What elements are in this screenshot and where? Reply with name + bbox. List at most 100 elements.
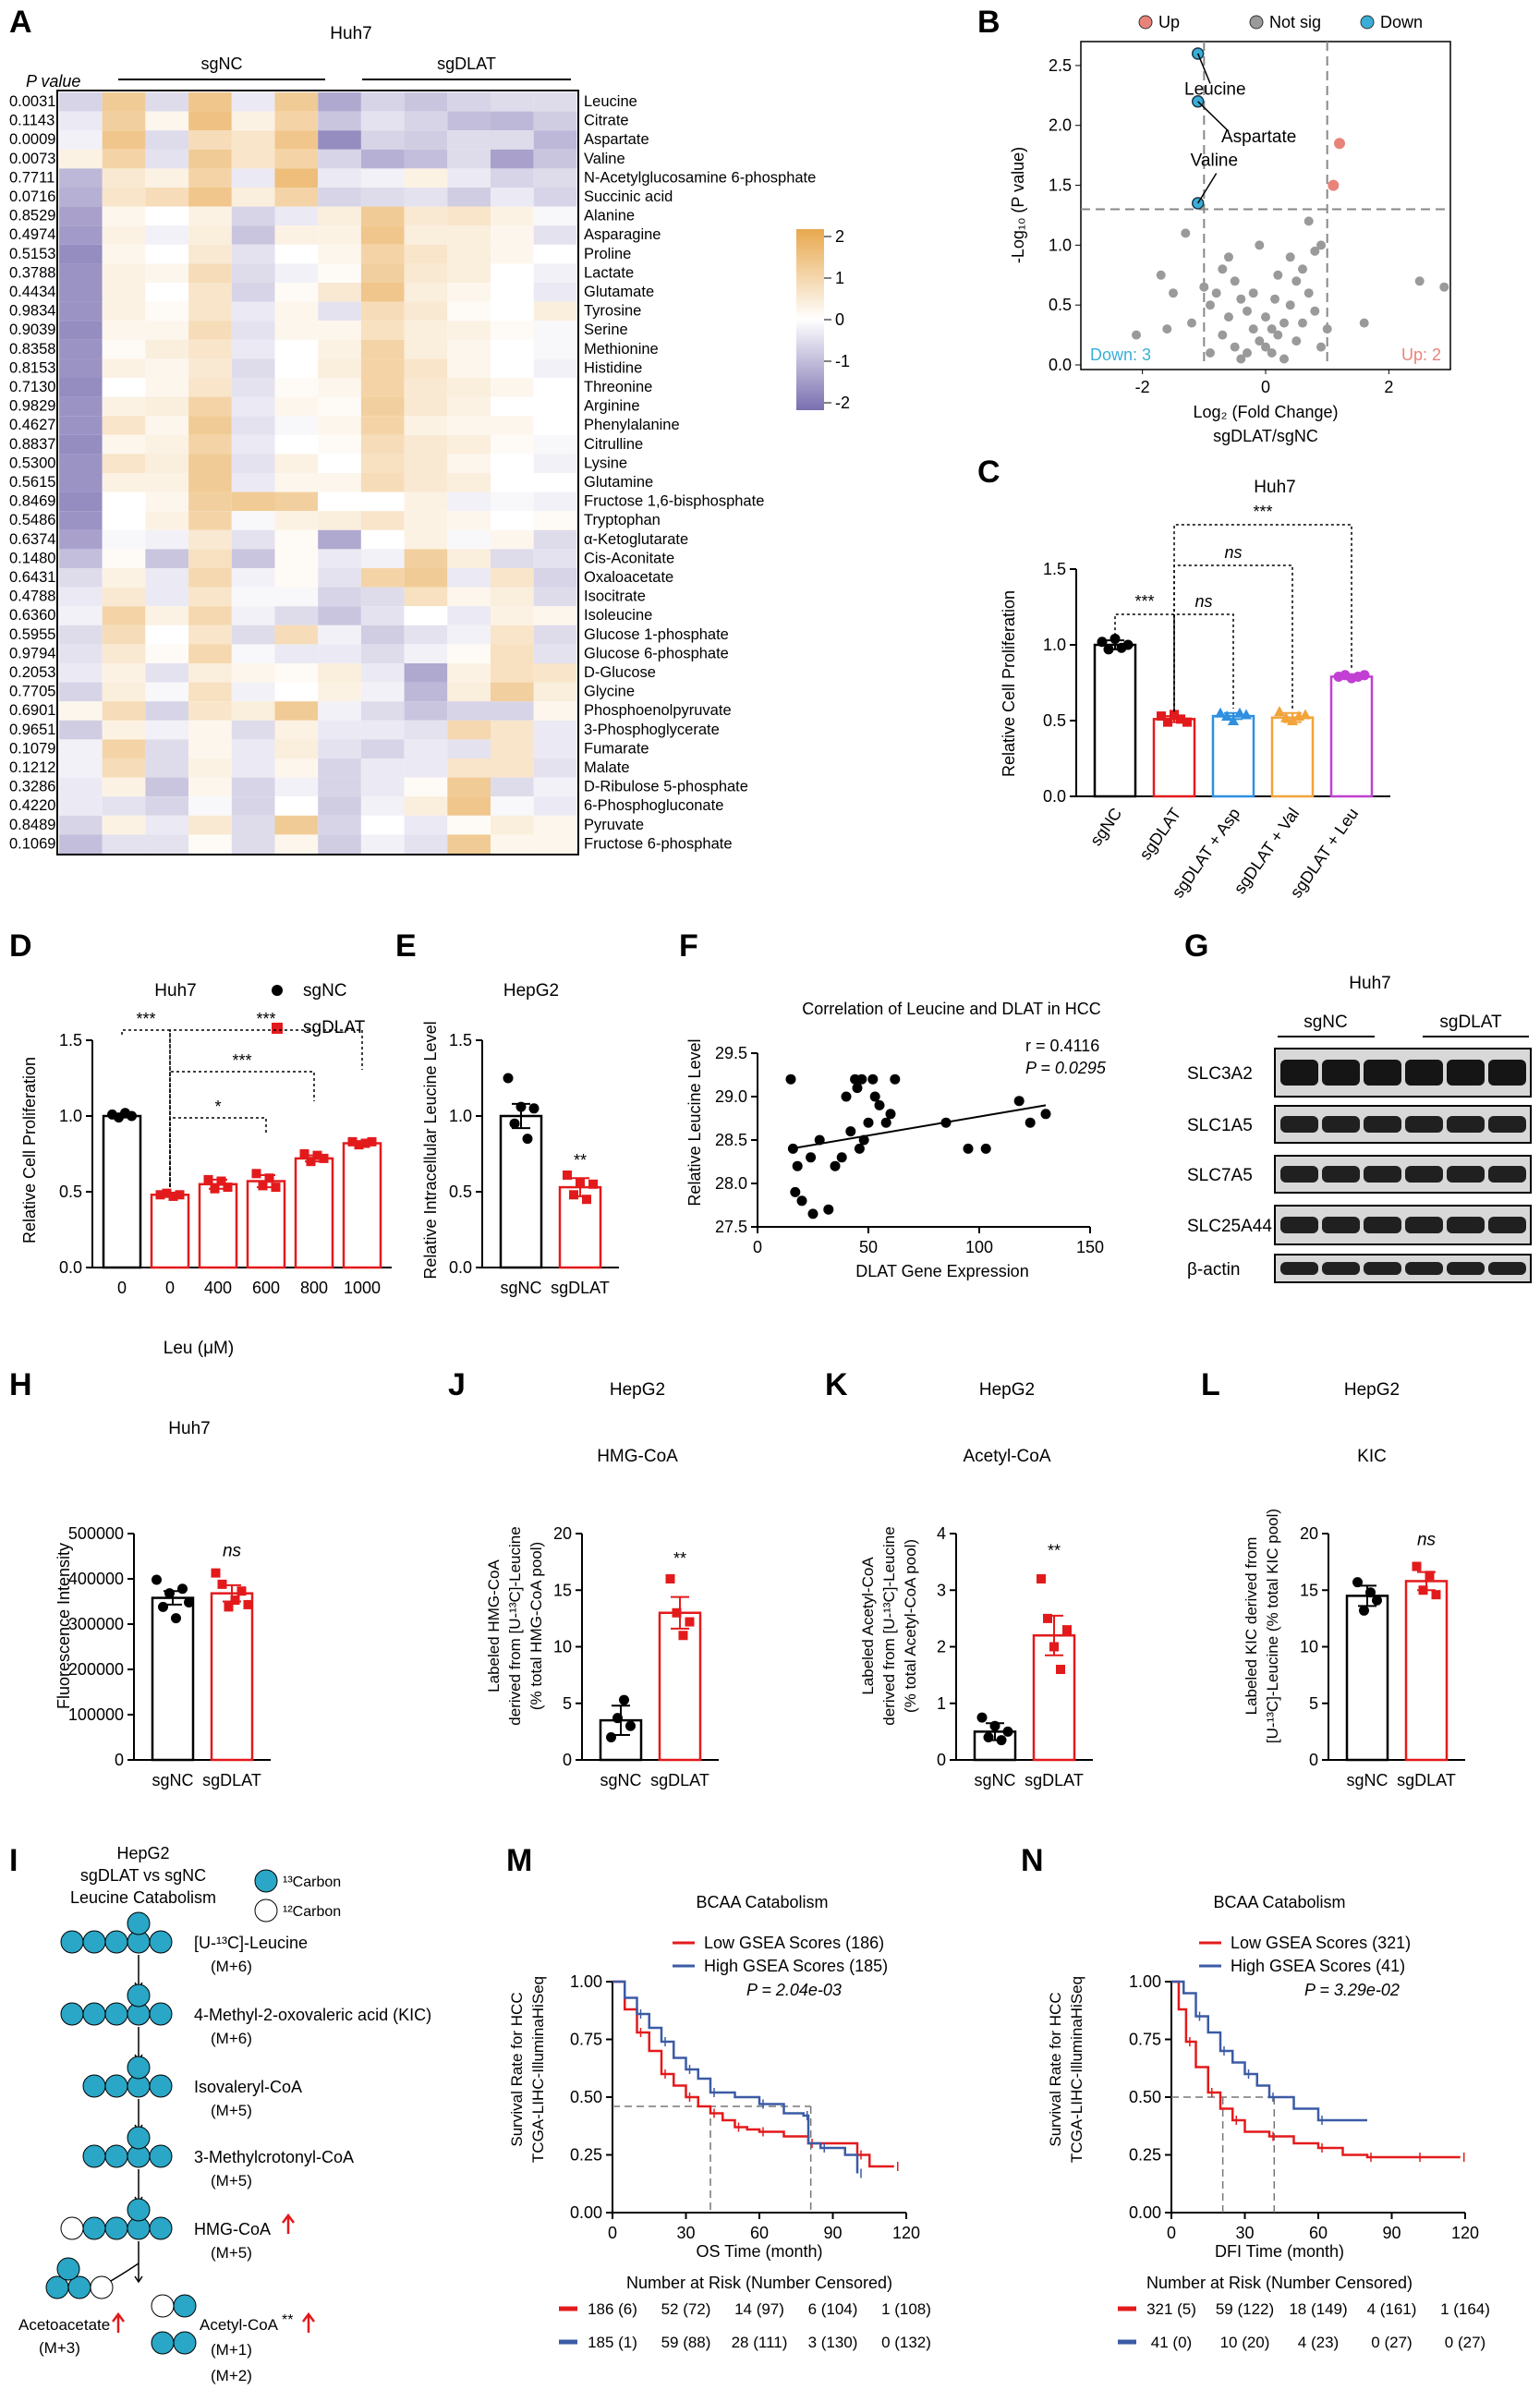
heatmap-cell [102,396,146,417]
heatmap-cell [447,130,491,150]
volcano-point [1211,288,1221,298]
y-tick-label: 0.5 [1043,711,1066,730]
volcano-point [1291,276,1302,286]
data-point [1372,1595,1382,1606]
heatmap-cell [102,491,146,512]
metabolite-name: Histidine [584,359,642,376]
bar [150,1194,190,1269]
heatmap-cell [533,568,577,588]
heatmap-cell [231,396,275,417]
heatmap-cell [360,416,405,435]
y-tick-label: 0.00 [570,2203,602,2222]
heatmap-cell [491,701,534,721]
heatmap-cell [404,92,448,112]
heatmap-cell [533,149,577,169]
heatmap-cell [404,454,448,473]
p-value: 0.4627 [9,417,55,433]
heatmap-cell [274,339,319,359]
heatmap-cell [491,529,534,550]
metabolite-name: Oxaloacetate [584,569,673,586]
volcano-xlabel: Log₂ (Fold Change) [1193,403,1338,421]
blot-band [1322,1116,1360,1133]
p-value: 0.2053 [9,664,55,681]
data-point [1157,711,1166,722]
blot-band [1488,1262,1526,1275]
leucine-catabolism-pathway: HepG2 sgDLAT vs sgNC Leucine Catabolism … [18,1844,431,2384]
heatmap-cell [145,92,189,112]
y-tick-label: 27.5 [715,1218,747,1236]
data-point [796,1195,807,1207]
data-point [807,1208,819,1219]
data-point [1359,1605,1369,1616]
volcano-point [1224,252,1233,262]
heatmap-cell [102,815,146,835]
heatmap-cell [360,454,405,473]
heatmap-cell [318,301,361,321]
metabolite-name: Methionine [584,341,659,358]
p-value: 0.7711 [9,169,55,186]
heatmap-cell [491,301,534,321]
p-value: 0.8837 [9,436,55,453]
heatmap-cell [145,796,189,816]
risk-table-cell: 6 (104) [808,2300,858,2318]
heatmap-cell [491,244,534,264]
y-tick-label: 1.0 [1043,636,1066,654]
data-point [867,1074,879,1085]
risk-table-cell: 18 (149) [1289,2300,1347,2318]
heatmap-cell [360,473,405,492]
blot-band [1405,1166,1443,1183]
data-point [1043,1613,1052,1623]
y-tick-label: 1.5 [449,1031,472,1049]
blot-label: SLC3A2 [1187,1064,1253,1084]
heatmap-cell [231,568,275,588]
bar [1345,1595,1389,1762]
heatmap-cell [274,606,319,625]
heatmap-cell [102,283,146,302]
y-tick-label: 300000 [68,1615,124,1633]
panel-label-g: G [1184,928,1208,964]
data-point [1040,1109,1051,1120]
volcano-point [1261,342,1270,352]
data-point [1274,706,1285,717]
heatmap-cell [360,529,405,550]
heatmap-cell [59,434,103,455]
blot-band [1364,1060,1401,1086]
data-point [1110,633,1121,644]
volcano-point [1414,276,1425,286]
heatmap-cell [102,244,146,264]
data-point [612,1713,623,1724]
heatmap-cell [145,606,189,625]
data-point [216,1176,226,1186]
category-label: sgNC [500,1279,541,1297]
heatmap-cell [318,720,361,740]
blot-band [1405,1217,1443,1233]
heatmap-cell [59,834,103,854]
y-tick-label: 1 [937,1694,946,1713]
heatmap-cell [491,834,534,854]
carbon13-atom [127,2198,151,2222]
metabolite-name: Phenylalanine [584,417,680,433]
blot-band [1364,1262,1401,1275]
blot-band [1322,1217,1360,1233]
heatmap-cell [274,549,319,568]
colorbar-tick-label: 1 [835,269,844,287]
significance-bracket [169,1117,267,1187]
metabolite-name: Valine [584,151,625,167]
data-point [1182,717,1192,727]
heatmap-cell [102,663,146,683]
l-ylabel-2: [U-¹³C]-Leucine (% total KIC pool) [1264,1509,1281,1743]
heatmap-cell [360,758,405,778]
heatmap-cell [404,587,448,607]
proliferation-rescue-panel: Huh7 Relative Cell Proliferation 0.0 0.5 1… [1000,478,1390,902]
regression-line [790,1104,1047,1150]
heatmap-cell [188,130,232,150]
data-point [1097,637,1108,648]
heatmap-cell [491,263,534,283]
heatmap-cell [404,815,448,835]
panel-label-h: H [9,1367,32,1402]
blot-band [1364,1116,1401,1133]
significance-bracket [169,1071,315,1187]
heatmap-cell [404,358,448,378]
carbon13-atom [60,1930,84,1954]
